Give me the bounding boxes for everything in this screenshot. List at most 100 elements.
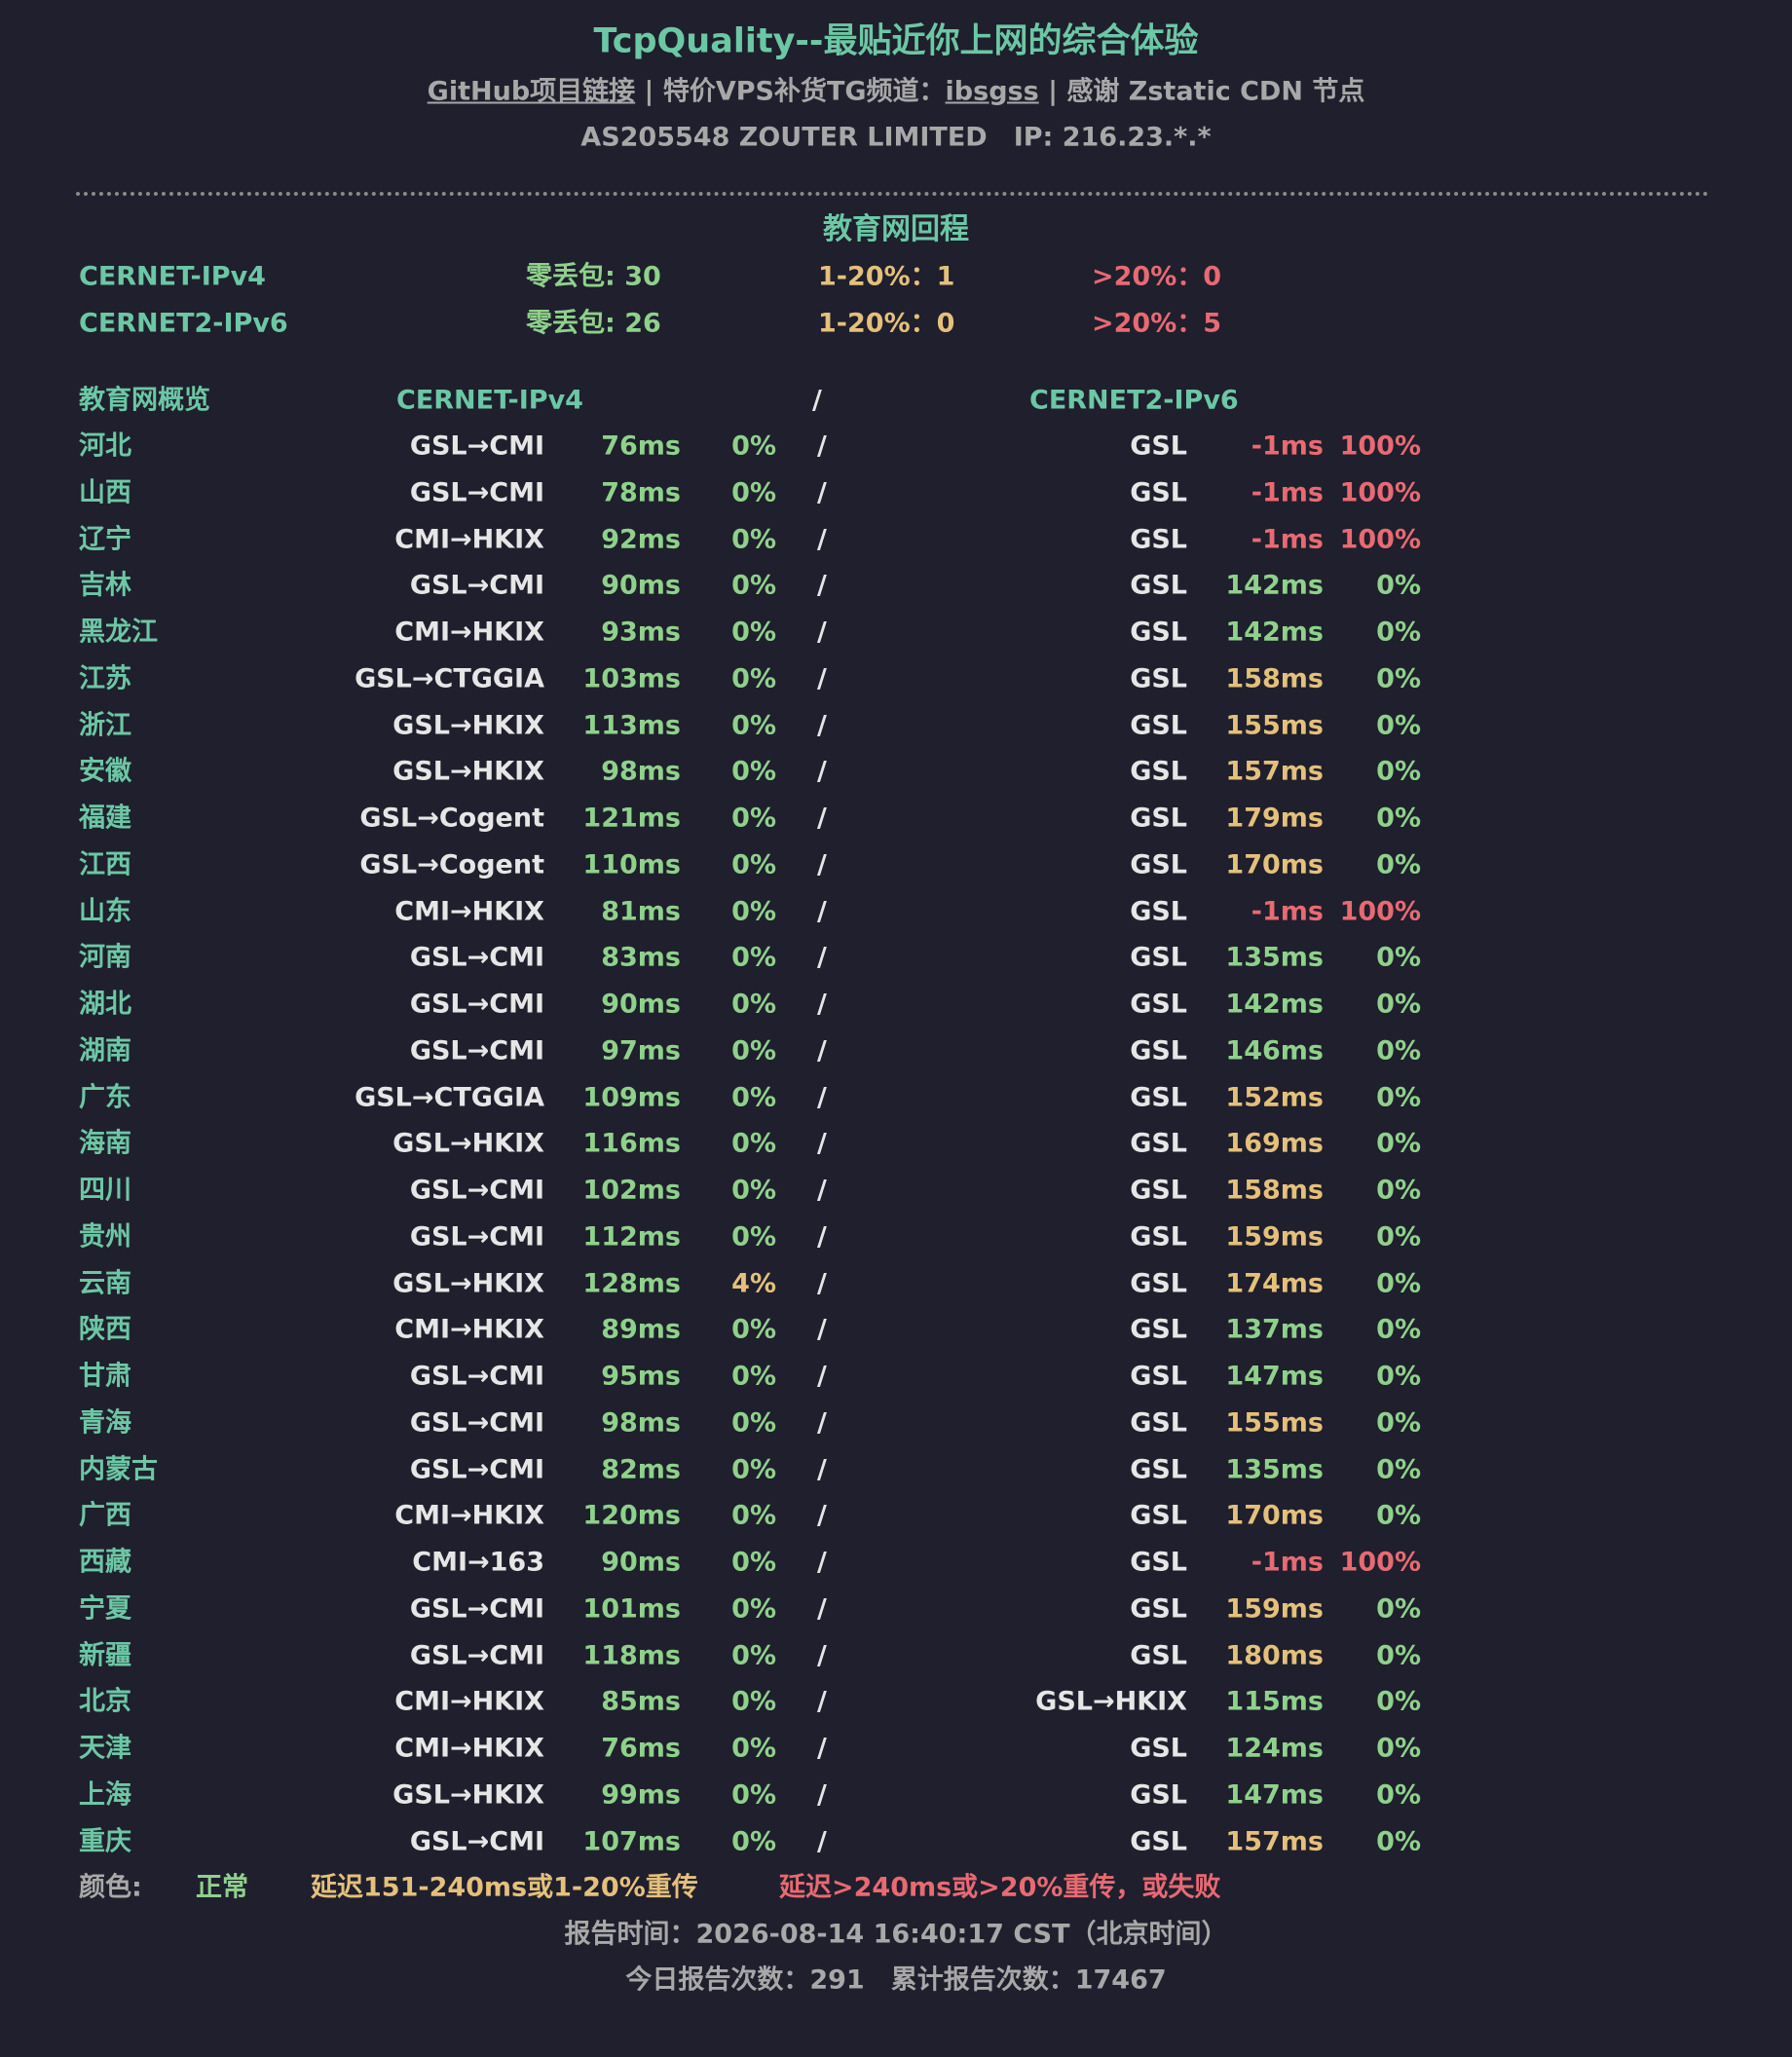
- ipv4-latency: 90ms: [601, 989, 681, 1020]
- legend-normal: 正常: [196, 1872, 248, 1903]
- ipv6-latency: 124ms: [1225, 1733, 1324, 1764]
- ipv6-latency: 159ms: [1225, 1593, 1324, 1625]
- ipv4-route: CMI→HKIX: [394, 1314, 544, 1345]
- ipv6-loss: 0%: [1376, 1407, 1421, 1439]
- ipv6-loss: 0%: [1376, 989, 1421, 1020]
- ipv6-latency: 170ms: [1225, 1500, 1324, 1531]
- ipv4-loss: 0%: [731, 710, 776, 740]
- section-title: 教育网回程: [823, 212, 969, 246]
- ipv6-route: GSL: [1130, 663, 1187, 694]
- github-link[interactable]: GitHub项目链接: [427, 76, 636, 107]
- ipv4-latency: 78ms: [601, 477, 681, 508]
- ipv6-latency: 142ms: [1225, 570, 1324, 601]
- province: 浙江: [79, 710, 131, 740]
- ipv6-latency: 135ms: [1225, 1454, 1324, 1484]
- legend-label: 颜色:: [79, 1872, 142, 1903]
- ipv4-route: GSL→CMI: [409, 477, 544, 508]
- ipv4-latency: 98ms: [601, 756, 681, 787]
- ipv6-latency: 146ms: [1225, 1035, 1324, 1066]
- ipv6-route: GSL: [1130, 1221, 1187, 1253]
- province: 辽宁: [79, 524, 131, 554]
- ipv4-route: GSL→CMI: [409, 989, 544, 1020]
- ipv4-route: GSL→CMI: [409, 570, 544, 601]
- ipv4-route: GSL→CMI: [409, 1640, 544, 1670]
- ipv4-latency: 112ms: [582, 1221, 681, 1253]
- ipv6-loss: 0%: [1376, 1826, 1421, 1856]
- ipv4-route: GSL→HKIX: [392, 756, 544, 787]
- report-count: 今日报告次数：291 累计报告次数：17467: [625, 1964, 1167, 1996]
- slash: /: [817, 989, 827, 1020]
- ipv4-loss: 0%: [731, 942, 776, 973]
- ipv4-route: GSL→CTGGIA: [355, 1082, 544, 1112]
- ipv6-loss: 0%: [1376, 1314, 1421, 1345]
- ipv4-latency: 102ms: [582, 1175, 681, 1206]
- ipv4-route: CMI→HKIX: [394, 1686, 544, 1717]
- divider: [76, 192, 1709, 196]
- ipv6-loss: 0%: [1376, 1640, 1421, 1670]
- ipv4-loss: 0%: [731, 1407, 776, 1439]
- ipv6-route: GSL: [1130, 710, 1187, 740]
- network-name: CERNET-IPv4: [79, 261, 266, 292]
- province: 山东: [79, 896, 131, 926]
- ipv6-latency: -1ms: [1251, 524, 1324, 554]
- ipv4-latency: 95ms: [601, 1361, 681, 1392]
- province: 甘肃: [79, 1361, 131, 1392]
- ipv4-loss: 0%: [731, 1547, 776, 1578]
- high-loss: >20%：5: [1092, 308, 1222, 339]
- ipv4-route: GSL→CMI: [409, 1221, 544, 1253]
- slash: /: [817, 849, 827, 880]
- links-line: GitHub项目链接 | 特价VPS补货TG频道：ibsgss | 感谢 Zst…: [0, 79, 1792, 105]
- ipv6-latency: 147ms: [1225, 1361, 1324, 1392]
- slash: /: [817, 524, 827, 554]
- slash: /: [817, 1268, 827, 1298]
- ipv4-latency: 90ms: [601, 1547, 681, 1578]
- ipv4-route: GSL→CMI: [409, 1175, 544, 1206]
- province: 四川: [79, 1175, 131, 1206]
- ipv6-loss: 100%: [1339, 430, 1421, 462]
- ipv4-latency: 82ms: [601, 1454, 681, 1484]
- slash: /: [817, 1314, 827, 1345]
- slash: /: [817, 477, 827, 508]
- ipv4-latency: 81ms: [601, 896, 681, 926]
- ipv6-latency: -1ms: [1251, 477, 1324, 508]
- ipv4-loss: 0%: [731, 1593, 776, 1625]
- ipv6-loss: 0%: [1376, 1500, 1421, 1531]
- ipv6-latency: 174ms: [1225, 1268, 1324, 1298]
- ipv4-latency: 101ms: [582, 1593, 681, 1625]
- ipv4-route: CMI→HKIX: [394, 1733, 544, 1764]
- separator: |: [644, 76, 654, 107]
- ipv6-loss: 0%: [1376, 756, 1421, 787]
- zero-loss: 零丢包: 26: [526, 308, 661, 339]
- slash: /: [817, 1454, 827, 1484]
- ipv4-route: GSL→HKIX: [392, 1128, 544, 1159]
- ipv6-route: GSL: [1130, 896, 1187, 926]
- tg-link[interactable]: ibsgss: [945, 76, 1039, 107]
- ipv4-loss: 0%: [731, 989, 776, 1020]
- slash: /: [817, 1221, 827, 1253]
- ipv6-route: GSL: [1130, 477, 1187, 508]
- province: 海南: [79, 1128, 131, 1159]
- province: 江西: [79, 849, 131, 880]
- ipv6-route: GSL: [1130, 756, 1187, 787]
- slash: /: [817, 942, 827, 973]
- ipv4-route: GSL→CMI: [409, 430, 544, 462]
- slash: /: [817, 1175, 827, 1206]
- ipv4-latency: 109ms: [582, 1082, 681, 1112]
- high-loss: >20%：0: [1092, 261, 1222, 292]
- ipv4-latency: 99ms: [601, 1779, 681, 1811]
- ipv4-loss: 0%: [731, 1128, 776, 1159]
- ipv6-route: GSL: [1130, 1733, 1187, 1764]
- ipv4-route: CMI→HKIX: [394, 524, 544, 554]
- province: 北京: [79, 1686, 131, 1717]
- slash: /: [817, 1779, 827, 1811]
- ipv6-loss: 0%: [1376, 1361, 1421, 1392]
- ipv6-route: GSL: [1130, 942, 1187, 973]
- ipv4-latency: 92ms: [601, 524, 681, 554]
- ipv4-route: GSL→CTGGIA: [355, 663, 544, 694]
- slash: /: [817, 1500, 827, 1531]
- ipv4-latency: 85ms: [601, 1686, 681, 1717]
- slash: /: [817, 1035, 827, 1066]
- ipv4-latency: 98ms: [601, 1407, 681, 1439]
- zero-loss: 零丢包: 30: [526, 261, 661, 292]
